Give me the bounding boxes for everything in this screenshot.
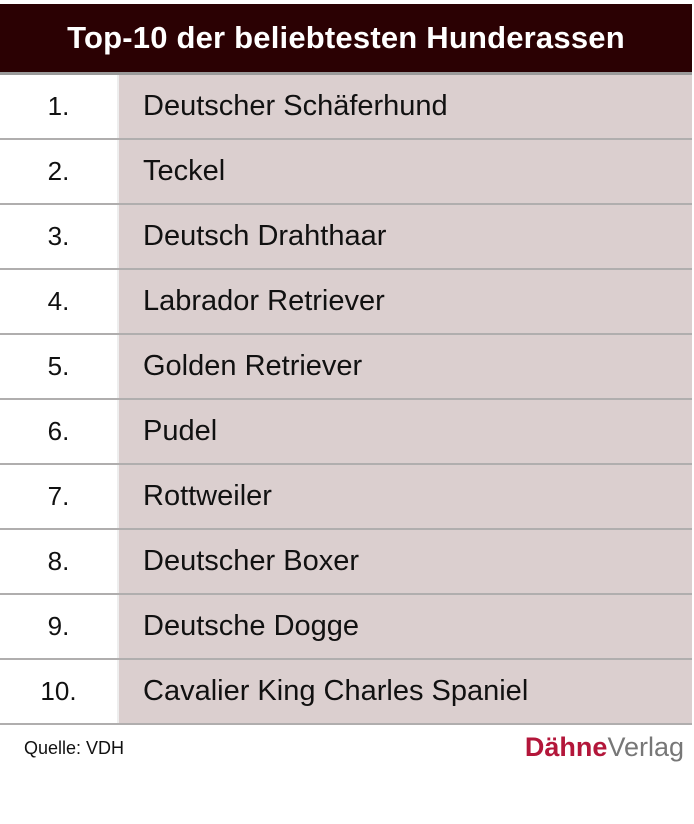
table-row: 5. Golden Retriever [0, 335, 692, 400]
table-row: 9. Deutsche Dogge [0, 595, 692, 660]
rank-cell: 5. [0, 335, 117, 398]
breed-cell: Teckel [117, 140, 692, 203]
publisher-logo: DähneVerlag [525, 732, 684, 763]
breed-cell: Pudel [117, 400, 692, 463]
breed-cell: Golden Retriever [117, 335, 692, 398]
table-row: 6. Pudel [0, 400, 692, 465]
breed-cell: Deutsch Drahthaar [117, 205, 692, 268]
logo-part-2: Verlag [607, 732, 684, 762]
breed-cell: Labrador Retriever [117, 270, 692, 333]
rank-cell: 7. [0, 465, 117, 528]
table-row: 8. Deutscher Boxer [0, 530, 692, 595]
breed-cell: Rottweiler [117, 465, 692, 528]
breed-cell: Deutsche Dogge [117, 595, 692, 658]
rank-cell: 9. [0, 595, 117, 658]
ranking-table: 1. Deutscher Schäferhund 2. Teckel 3. Deutsch… [0, 75, 692, 725]
breed-cell: Deutscher Schäferhund [117, 75, 692, 138]
breed-cell: Deutscher Boxer [117, 530, 692, 593]
table-title: Top-10 der beliebtesten Hunderassen [0, 4, 692, 72]
source-note: Quelle: VDH [24, 738, 125, 758]
table-row: 10. Cavalier King Charles Spaniel [0, 660, 692, 725]
rank-cell: 3. [0, 205, 117, 268]
header-divider [0, 72, 692, 75]
rank-cell: 8. [0, 530, 117, 593]
breed-cell: Cavalier King Charles Spaniel [117, 660, 692, 723]
rank-cell: 2. [0, 140, 117, 203]
table-row: 1. Deutscher Schäferhund [0, 75, 692, 140]
rank-cell: 4. [0, 270, 117, 333]
rank-cell: 10. [0, 660, 117, 723]
table-row: 2. Teckel [0, 140, 692, 205]
logo-part-1: Dähne [524, 732, 608, 762]
rank-cell: 1. [0, 75, 117, 138]
table-row: 7. Rottweiler [0, 465, 692, 530]
table-row: 4. Labrador Retriever [0, 270, 692, 335]
rank-cell: 6. [0, 400, 117, 463]
table-row: 3. Deutsch Drahthaar [0, 205, 692, 270]
